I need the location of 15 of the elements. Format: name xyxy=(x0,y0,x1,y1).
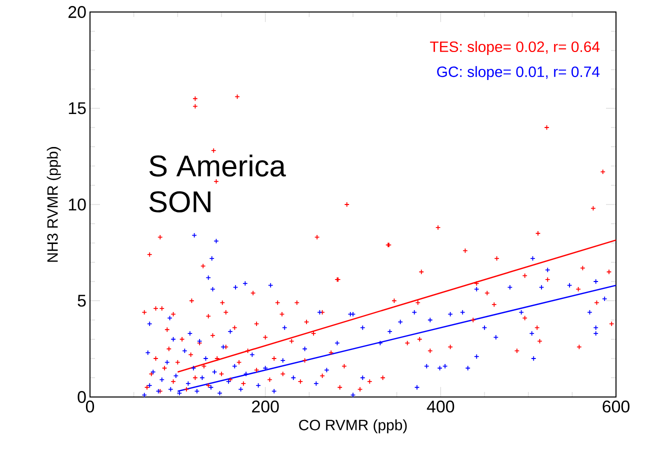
y-tick-label: 15 xyxy=(68,102,86,114)
text: TES: slope= 0.02, r= 0.64 xyxy=(430,41,600,55)
x-tick-label: 200 xyxy=(252,400,279,413)
y-tick-label: 5 xyxy=(78,294,86,307)
x-tick-label: 400 xyxy=(426,400,454,413)
y-tick-label: 20 xyxy=(68,6,86,18)
x-tick-label: 600 xyxy=(602,400,630,413)
text: GC: slope= 0.01, r= 0.74 xyxy=(437,66,600,80)
annotation: S America xyxy=(149,154,286,177)
annotation: SON xyxy=(149,191,210,212)
y-tick-label: 10 xyxy=(68,198,86,210)
x-axis-title: CO RVMR (ppb) xyxy=(299,419,407,434)
x-tick-label: 0 xyxy=(86,400,94,413)
y-tick-label: 0 xyxy=(78,391,86,403)
y-axis-title: NH3 RVMR (ppb) xyxy=(46,147,61,262)
